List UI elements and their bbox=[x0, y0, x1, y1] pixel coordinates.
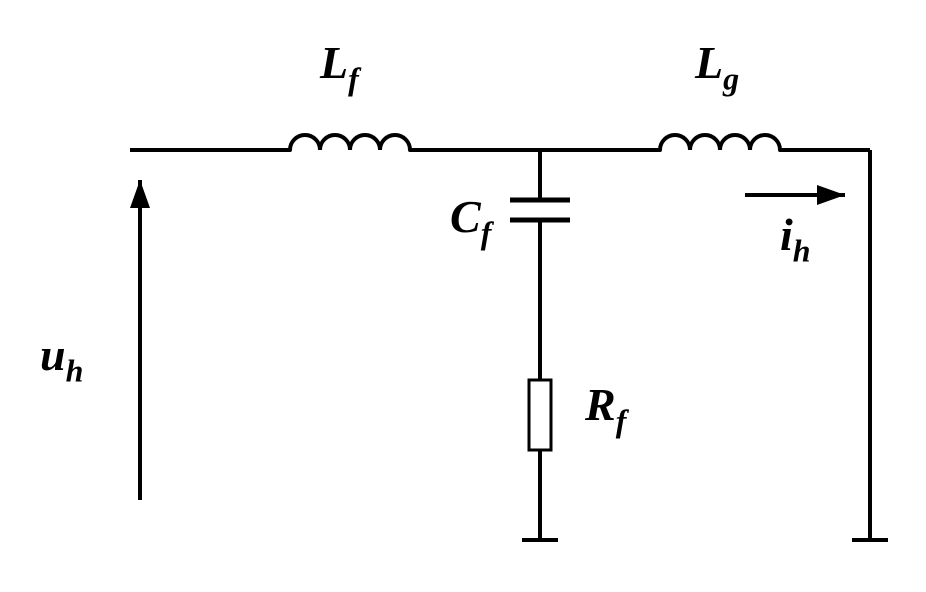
labels: Lf Lg Cf Rf uh ih bbox=[40, 37, 811, 439]
wires bbox=[130, 150, 870, 540]
voltage-arrow-uh bbox=[130, 180, 150, 500]
resistor-rf bbox=[529, 380, 551, 450]
label-rf: Rf bbox=[584, 379, 630, 439]
label-uh: uh bbox=[40, 329, 83, 389]
current-arrow-ih bbox=[745, 185, 845, 205]
capacitor-cf bbox=[510, 195, 570, 245]
label-ih: ih bbox=[780, 209, 811, 269]
inductor-lg bbox=[660, 135, 780, 150]
label-lg: Lg bbox=[694, 37, 739, 97]
label-cf: Cf bbox=[450, 191, 495, 251]
label-lf: Lf bbox=[319, 37, 362, 97]
lcl-filter-circuit-diagram: Lf Lg Cf Rf uh ih bbox=[0, 0, 926, 592]
inductor-lf bbox=[290, 135, 410, 150]
